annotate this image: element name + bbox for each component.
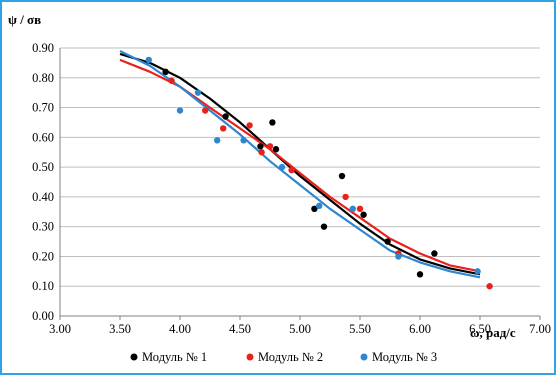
data-point-series-3 — [316, 202, 323, 210]
data-point-series-2 — [168, 77, 175, 84]
y-tick-label: 0.10 — [32, 279, 54, 293]
data-point-series-2 — [486, 283, 493, 290]
data-point-series-1 — [338, 172, 346, 180]
data-point-series-3 — [395, 253, 402, 260]
data-points — [145, 56, 493, 290]
trend-line-series-2 — [119, 58, 481, 273]
data-point-series-2 — [342, 193, 349, 201]
x-tick-label: 6.50 — [469, 322, 491, 336]
data-point-series-1 — [222, 113, 229, 120]
data-point-series-3 — [194, 89, 202, 96]
trend-lines — [119, 50, 481, 279]
data-point-series-1 — [272, 146, 280, 153]
x-tick-labels: 3.00 3.50 4.00 4.50 5.00 5.50 6.00 6.50 7.00 — [49, 322, 551, 336]
y-tick-label: 0.40 — [32, 190, 54, 204]
y-tick-label: 0.70 — [32, 101, 54, 115]
x-tick-label: 4.00 — [169, 322, 191, 336]
y-tick-label: 0.30 — [32, 220, 54, 234]
data-point-series-2 — [266, 143, 274, 150]
y-tick-label: 0.90 — [32, 41, 54, 55]
trend-line-series-1 — [119, 52, 481, 276]
data-point-series-2 — [288, 166, 295, 174]
y-tick-label: 0.60 — [32, 130, 54, 144]
data-point-series-1 — [360, 211, 367, 218]
legend-marker-series-2 — [246, 353, 254, 361]
y-tick-labels: 0.00 0.10 0.20 0.30 0.40 0.50 0.60 0.70 0.80 0.90 — [32, 41, 54, 323]
grid-lines — [60, 47, 540, 287]
legend-marker-series-1 — [130, 353, 138, 361]
axes — [59, 48, 541, 320]
data-point-series-3 — [214, 137, 221, 144]
data-point-series-1 — [162, 68, 169, 76]
y-tick-label: 0.80 — [32, 71, 54, 85]
data-point-series-3 — [176, 107, 184, 114]
data-point-series-2 — [220, 125, 227, 132]
data-point-series-3 — [349, 205, 356, 212]
x-axis-title: ω, рад/с — [470, 325, 516, 340]
y-tick-label: 0.50 — [32, 160, 54, 174]
data-point-series-2 — [246, 122, 253, 129]
legend-label-series-2: Модуль № 2 — [258, 350, 323, 364]
data-point-series-3 — [278, 163, 286, 171]
y-axis-title: ψ / σв — [8, 12, 41, 27]
data-point-series-1 — [384, 238, 391, 245]
data-point-series-1 — [257, 143, 264, 150]
data-point-series-2 — [258, 149, 265, 156]
data-point-series-2 — [202, 107, 209, 114]
data-point-series-2 — [356, 205, 364, 212]
data-point-series-1 — [416, 271, 424, 278]
x-tick-label: 3.50 — [109, 322, 131, 336]
legend: Модуль № 1 Модуль № 2 Модуль № 3 — [130, 350, 437, 364]
y-tick-label: 0.00 — [32, 309, 54, 323]
x-tick-label: 5.50 — [349, 322, 371, 336]
data-point-series-1 — [320, 223, 328, 230]
legend-marker-series-3 — [360, 353, 368, 361]
data-point-series-3 — [240, 137, 247, 144]
data-point-series-3 — [474, 268, 481, 275]
data-point-series-1 — [431, 250, 438, 257]
x-tick-label: 4.50 — [229, 322, 251, 336]
x-tick-label: 5.00 — [289, 322, 311, 336]
data-point-series-1 — [269, 119, 276, 126]
x-tick-label: 6.00 — [409, 322, 431, 336]
legend-label-series-3: Модуль № 3 — [372, 350, 437, 364]
y-tick-label: 0.20 — [32, 249, 54, 263]
x-tick-label: 3.00 — [49, 322, 71, 336]
trend-line-series-3 — [119, 50, 481, 279]
x-tick-label: 7.00 — [529, 322, 551, 336]
data-point-series-3 — [145, 56, 152, 64]
legend-label-series-1: Модуль № 1 — [142, 350, 207, 364]
data-point-series-1 — [311, 205, 318, 212]
